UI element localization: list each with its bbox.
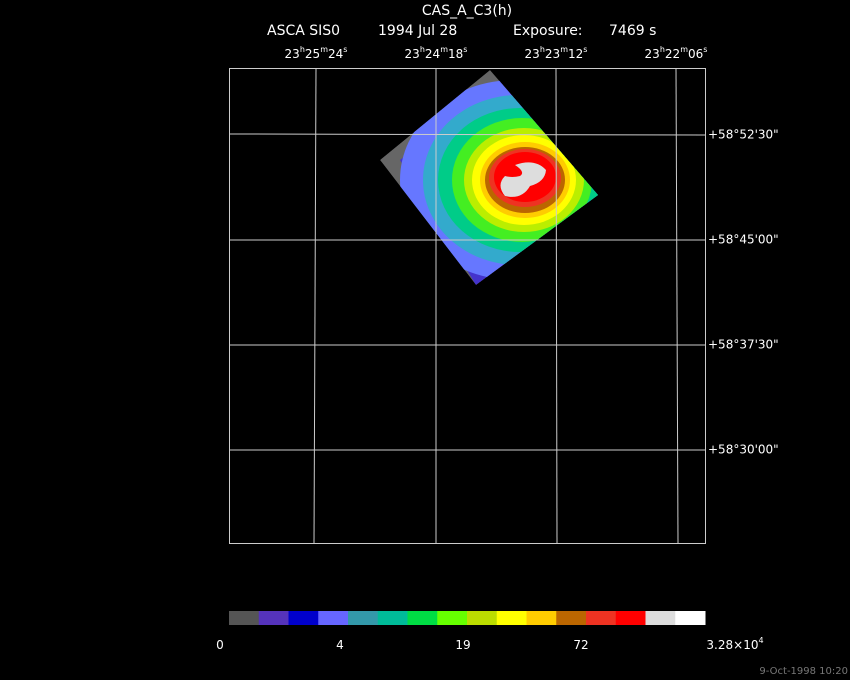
- text: 25: [305, 47, 320, 61]
- timestamp: 9-Oct-1998 10:20: [759, 666, 848, 677]
- text: 3.28×10: [706, 638, 758, 652]
- title: CAS_A_C3(h): [422, 3, 512, 19]
- colorbar-swatch: [407, 611, 438, 625]
- label: 23h25m24s: [285, 45, 348, 61]
- dec-label: +58°45'00": [708, 233, 779, 247]
- colorbar-swatch: [467, 611, 498, 625]
- dec-labels: +58°52'30" +58°45'00" +58°37'30" +58°30'00": [708, 128, 779, 457]
- label: 19: [455, 638, 470, 652]
- text: 23: [285, 47, 300, 61]
- superscript: m: [320, 45, 328, 54]
- colorbar-swatch: [526, 611, 557, 625]
- colorbar-swatch: [586, 611, 617, 625]
- text: 06: [688, 47, 703, 61]
- instrument: ASCA SIS0: [267, 23, 340, 39]
- text: 72: [573, 638, 588, 652]
- text: 19: [455, 638, 470, 652]
- colorbar-swatch: [645, 611, 676, 625]
- image: [380, 70, 598, 285]
- superscript: s: [583, 45, 587, 54]
- colorbar: [229, 611, 706, 625]
- colorbar-swatch: [437, 611, 468, 625]
- superscript: m: [680, 45, 688, 54]
- text: 23: [525, 47, 540, 61]
- colorbar-swatch: [615, 611, 646, 625]
- label: 4: [336, 638, 344, 652]
- colorbar-swatch: [258, 611, 289, 625]
- label: 23h23m12s: [525, 45, 588, 61]
- text: 18: [448, 47, 463, 61]
- text: 24: [328, 47, 343, 61]
- superscript: m: [560, 45, 568, 54]
- label: 23h22m06s: [645, 45, 708, 61]
- text: 0: [216, 638, 224, 652]
- superscript: m: [440, 45, 448, 54]
- superscript: s: [703, 45, 707, 54]
- text: 12: [568, 47, 583, 61]
- text: 23: [545, 47, 560, 61]
- text: 23: [645, 47, 660, 61]
- label: 3.28×104: [706, 636, 763, 652]
- grid: [228, 67, 706, 544]
- label: 72: [573, 638, 588, 652]
- colorbar-swatch: [288, 611, 319, 625]
- text: 4: [336, 638, 344, 652]
- superscript: s: [463, 45, 467, 54]
- label: 0: [216, 638, 224, 652]
- colorbar-swatch: [556, 611, 587, 625]
- ra-labels: 23h25m24s 23h24m18s 23h23m12s 23h22m06s: [285, 45, 708, 61]
- colorbar-swatch: [229, 611, 260, 625]
- superscript: s: [343, 45, 347, 54]
- colorbar-labels: 0 4 19 72 3.28×104: [216, 636, 763, 652]
- dec-label: +58°37'30": [708, 338, 779, 352]
- superscript: h: [300, 45, 305, 54]
- label: 23h24m18s: [405, 45, 468, 61]
- superscript: 4: [758, 636, 763, 645]
- exposure-label: Exposure:: [513, 23, 583, 39]
- text: 23: [405, 47, 420, 61]
- text: 24: [425, 47, 440, 61]
- colorbar-swatch: [496, 611, 527, 625]
- frame: [229, 68, 706, 544]
- dec-label: +58°52'30": [708, 128, 779, 142]
- superscript: h: [420, 45, 425, 54]
- superscript: h: [660, 45, 665, 54]
- text: 22: [665, 47, 680, 61]
- colorbar-swatch: [348, 611, 379, 625]
- date: 1994 Jul 28: [378, 23, 457, 39]
- superscript: h: [540, 45, 545, 54]
- dec-label: +58°30'00": [708, 443, 779, 457]
- colorbar-swatch: [675, 611, 706, 625]
- colorbar-swatch: [377, 611, 408, 625]
- exposure: 7469 s: [609, 23, 656, 39]
- colorbar-swatch: [318, 611, 349, 625]
